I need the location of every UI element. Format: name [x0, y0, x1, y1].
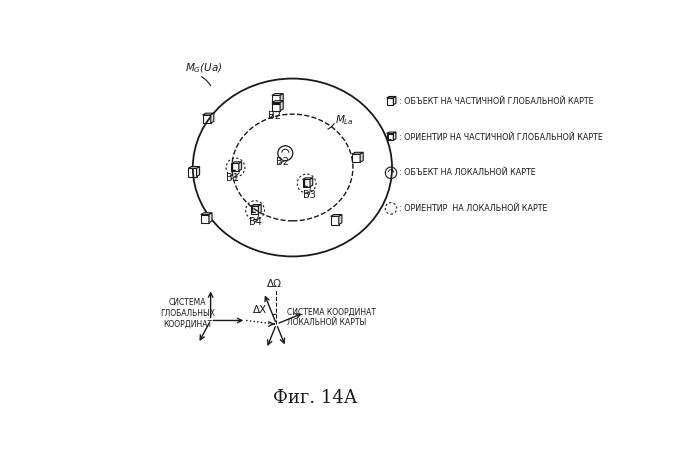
Polygon shape: [251, 205, 261, 206]
Polygon shape: [203, 113, 214, 115]
Text: B2: B2: [275, 157, 289, 167]
Polygon shape: [387, 132, 396, 134]
Polygon shape: [210, 113, 214, 123]
Text: B3: B3: [303, 190, 316, 200]
Polygon shape: [272, 94, 283, 96]
Text: ΔX: ΔX: [253, 304, 268, 315]
Polygon shape: [331, 214, 342, 216]
Polygon shape: [231, 162, 242, 164]
Text: СИСТЕМА КООРДИНАТ
ЛОКАЛЬНОЙ КАРТЫ: СИСТЕМА КООРДИНАТ ЛОКАЛЬНОЙ КАРТЫ: [287, 307, 376, 327]
Text: L: L: [386, 135, 391, 141]
Polygon shape: [196, 166, 200, 176]
Polygon shape: [303, 178, 312, 179]
Polygon shape: [280, 101, 283, 111]
Polygon shape: [339, 214, 342, 225]
Text: : ОБЪЕКТ НА ЛОКАЛЬНОЙ КАРТЕ: : ОБЪЕКТ НА ЛОКАЛЬНОЙ КАРТЕ: [399, 168, 536, 177]
Text: B2: B2: [268, 111, 280, 121]
Text: $M_{La}$: $M_{La}$: [335, 113, 354, 127]
Text: $M_G$(Ua): $M_G$(Ua): [185, 61, 222, 75]
Polygon shape: [259, 205, 261, 213]
Text: L: L: [302, 180, 307, 189]
Polygon shape: [272, 101, 283, 103]
Polygon shape: [201, 213, 212, 214]
Text: B1: B1: [226, 173, 238, 182]
Text: ΔΩ: ΔΩ: [267, 279, 282, 289]
Polygon shape: [188, 166, 200, 168]
Text: B4: B4: [249, 217, 262, 227]
Polygon shape: [387, 97, 396, 98]
Text: L: L: [250, 207, 255, 215]
Polygon shape: [310, 178, 312, 187]
Polygon shape: [239, 162, 242, 171]
Polygon shape: [209, 213, 212, 223]
Text: СИСТЕМА
ГЛОБАЛЬНЫХ
КООРДИНАТ: СИСТЕМА ГЛОБАЛЬНЫХ КООРДИНАТ: [160, 298, 215, 328]
Text: Фиг. 14А: Фиг. 14А: [273, 389, 358, 407]
Polygon shape: [280, 94, 283, 103]
Polygon shape: [394, 97, 396, 105]
Text: : ОРИЕНТИР  НА ЛОКАЛЬНОЙ КАРТЕ: : ОРИЕНТИР НА ЛОКАЛЬНОЙ КАРТЕ: [399, 204, 547, 213]
Text: L: L: [231, 164, 236, 173]
Polygon shape: [352, 152, 363, 154]
Text: : ОБЪЕКТ НА ЧАСТИЧНОЙ ГЛОБАЛЬНОЙ КАРТЕ: : ОБЪЕКТ НА ЧАСТИЧНОЙ ГЛОБАЛЬНОЙ КАРТЕ: [399, 97, 593, 106]
Polygon shape: [394, 132, 396, 140]
Polygon shape: [360, 152, 363, 162]
Text: : ОРИЕНТИР НА ЧАСТИЧНОЙ ГЛОБАЛЬНОЙ КАРТЕ: : ОРИЕНТИР НА ЧАСТИЧНОЙ ГЛОБАЛЬНОЙ КАРТЕ: [399, 133, 603, 142]
